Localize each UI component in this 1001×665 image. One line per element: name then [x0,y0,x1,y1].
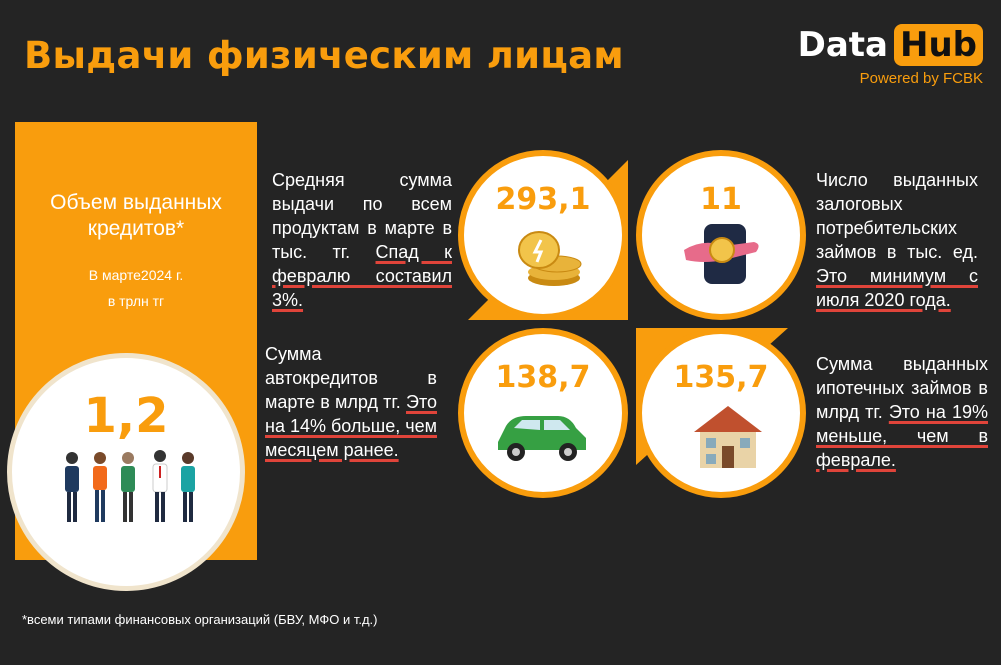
auto-loans-value: 138,7 [495,360,591,395]
secured-loans-text: Число выданных залоговых потребительских… [816,168,978,312]
car-icon [498,416,586,461]
avg-amount-desc: Средняя сумма выдачи по всем продуктам в… [272,170,452,262]
secured-loans-desc: Число выданных залоговых потребительских… [816,170,978,262]
logo-word-data: Data [797,25,888,65]
avg-amount-text: Средняя сумма выдачи по всем продуктам в… [272,168,452,312]
mortgage-highlight: Это на 19% меньше, чем в феврале. [816,402,988,470]
secured-loans-value: 11 [700,182,742,217]
logo-tagline: Powered by FCBK [859,70,983,87]
total-volume-period-block: В марте2024 г. в трлн тг [15,262,257,314]
total-volume-value: 1,2 [83,388,169,444]
footnote: *всеми типами финансовых организаций (БВ… [22,612,378,627]
house-icon [694,406,762,468]
mortgage-desc: Сумма выданных ипотечных займов в млрд т… [816,354,988,422]
coins-icon [518,231,582,286]
auto-loans-highlight: Это на 14% больше, чем месяцем ранее. [265,392,438,460]
page-title: Выдачи физическим лицам [24,34,624,77]
datahub-logo: Data Hub Powered by FCBK [798,24,983,87]
people-group-icon [65,450,195,522]
hand-coin-icon [684,224,759,284]
stats-quadrant: 293,1 11 138,7 135,7 [458,150,806,498]
secured-loans-circle: 11 [636,150,806,320]
mortgage-value: 135,7 [673,360,769,395]
logo-word-hub: Hub [894,24,983,66]
auto-loans-desc: Сумма автокредитов в марте в млрд тг. [265,344,437,412]
total-volume-circle: 1,2 [7,353,245,591]
avg-amount-value: 293,1 [495,182,591,217]
mortgage-circle: 135,7 [636,328,806,498]
auto-loans-circle: 138,7 [458,328,628,498]
avg-amount-highlight: Спад к февралю составил 3%. [272,242,453,310]
auto-loans-text: Сумма автокредитов в марте в млрд тг. Эт… [265,342,437,462]
secured-loans-highlight: Это минимум с июля 2020 года. [816,266,978,310]
total-volume-period: В марте2024 г. [88,267,184,283]
total-volume-heading: Объем выданных кредитов* [50,191,222,240]
mortgage-text: Сумма выданных ипотечных займов в млрд т… [816,352,988,472]
avg-amount-circle: 293,1 [458,150,628,320]
total-volume-unit: в трлн тг [107,293,165,309]
